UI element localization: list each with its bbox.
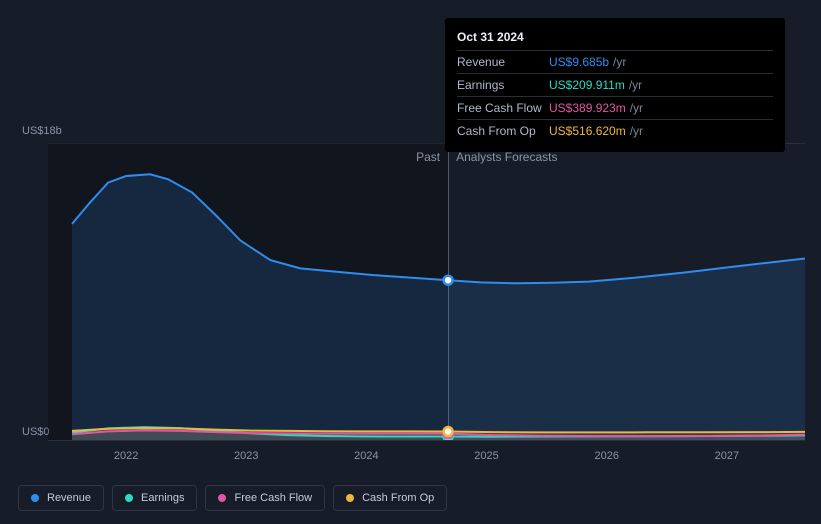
- x-axis-tick: 2023: [234, 450, 258, 462]
- legend-dot: [346, 494, 354, 502]
- legend-dot: [218, 494, 226, 502]
- tooltip-unit: /yr: [630, 124, 643, 138]
- x-axis-tick: 2026: [594, 450, 618, 462]
- tooltip-label: Revenue: [457, 55, 549, 69]
- x-axis-tick: 2025: [474, 450, 498, 462]
- tooltip-row-fcf: Free Cash Flow US$389.923m /yr: [457, 96, 773, 119]
- x-axis-tick: 2022: [114, 450, 138, 462]
- x-axis: 2022 2023 2024 2025 2026 2027: [66, 450, 805, 465]
- legend-label: Free Cash Flow: [234, 492, 312, 504]
- legend-dot: [31, 494, 39, 502]
- tooltip-value: US$516.620m: [549, 124, 626, 138]
- legend-item-revenue[interactable]: Revenue: [18, 485, 104, 511]
- legend-item-fcf[interactable]: Free Cash Flow: [205, 485, 325, 511]
- gridline-zero: [48, 440, 805, 441]
- legend-label: Earnings: [141, 492, 184, 504]
- legend-item-cfo[interactable]: Cash From Op: [333, 485, 447, 511]
- y-axis-label-zero: US$0: [22, 426, 50, 438]
- legend-label: Cash From Op: [362, 492, 434, 504]
- chart-legend: Revenue Earnings Free Cash Flow Cash Fro…: [18, 485, 447, 511]
- tooltip-date: Oct 31 2024: [457, 26, 773, 50]
- legend-dot: [125, 494, 133, 502]
- tooltip-unit: /yr: [613, 55, 626, 69]
- tooltip-row-revenue: Revenue US$9.685b /yr: [457, 50, 773, 73]
- x-axis-tick: 2027: [715, 450, 739, 462]
- tooltip-value: US$209.911m: [549, 78, 625, 92]
- tooltip-value: US$389.923m: [549, 101, 626, 115]
- legend-item-earnings[interactable]: Earnings: [112, 485, 197, 511]
- chart-tooltip: Oct 31 2024 Revenue US$9.685b /yr Earnin…: [445, 18, 785, 152]
- tooltip-unit: /yr: [629, 78, 642, 92]
- legend-label: Revenue: [47, 492, 91, 504]
- tooltip-unit: /yr: [630, 101, 643, 115]
- tooltip-label: Cash From Op: [457, 124, 549, 138]
- tooltip-row-cfo: Cash From Op US$516.620m /yr: [457, 119, 773, 142]
- chart-plot-area[interactable]: [48, 130, 805, 440]
- tooltip-row-earnings: Earnings US$209.911m /yr: [457, 73, 773, 96]
- tooltip-label: Free Cash Flow: [457, 101, 549, 115]
- tooltip-value: US$9.685b: [549, 55, 609, 69]
- tooltip-label: Earnings: [457, 78, 549, 92]
- x-axis-tick: 2024: [354, 450, 378, 462]
